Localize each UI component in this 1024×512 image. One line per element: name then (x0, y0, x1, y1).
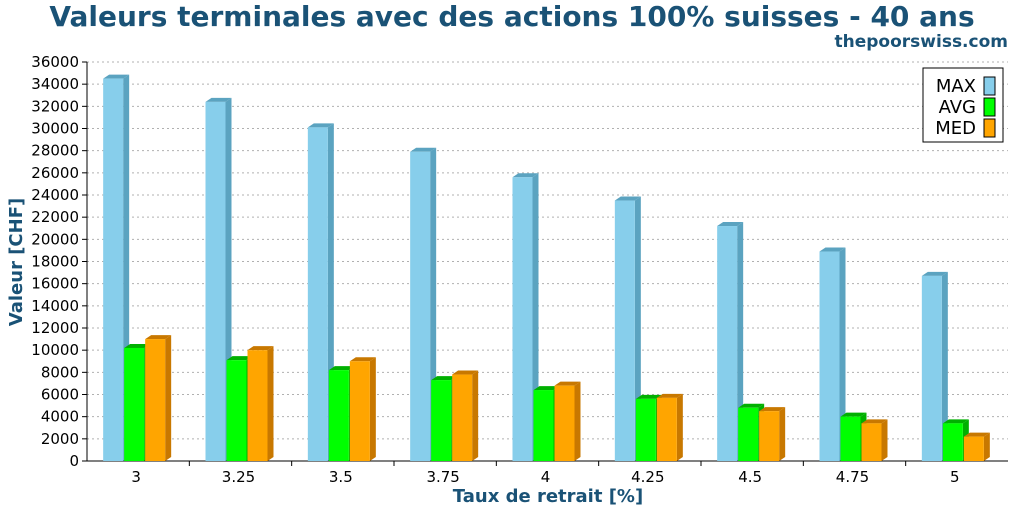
legend-label: MAX (936, 76, 976, 97)
y-tick-label: 26000 (31, 164, 79, 182)
y-tick-label: 14000 (31, 297, 79, 315)
y-tick-label: 30000 (31, 120, 79, 138)
bar-med (247, 346, 274, 461)
bar-med (145, 335, 172, 461)
y-tick-label: 4000 (41, 408, 79, 426)
bar-med (452, 370, 479, 461)
y-tick-label: 10000 (31, 341, 79, 359)
x-tick-label: 4 (541, 468, 551, 486)
bar-med (861, 419, 888, 461)
y-tick-label: 0 (69, 452, 79, 470)
y-tick-label: 34000 (31, 75, 79, 93)
x-axis-title: Taux de retrait [%] (453, 486, 643, 507)
y-tick-label: 8000 (41, 363, 79, 381)
bar-med (656, 393, 683, 461)
bar-max (921, 271, 948, 461)
y-tick-label: 28000 (31, 142, 79, 160)
legend-label: AVG (939, 97, 976, 118)
x-tick-label: 4.25 (631, 468, 664, 486)
bar-max (614, 196, 641, 461)
x-tick-label: 3.75 (426, 468, 459, 486)
y-tick-label: 16000 (31, 275, 79, 293)
legend-swatch (983, 76, 996, 96)
bar-max (819, 247, 846, 461)
chart-title: Valeurs terminales avec des actions 100%… (49, 0, 974, 33)
bar-max (717, 222, 744, 461)
chart-subtitle: thepoorswiss.com (835, 32, 1009, 52)
x-tick-label: 5 (950, 468, 960, 486)
y-tick-label: 2000 (41, 430, 79, 448)
x-tick-label: 3 (131, 468, 141, 486)
x-tick-labels: 3 3.25 3.5 3.75 4 4.25 4.5 4.75 5 (131, 468, 959, 486)
y-tick-labels: 0 2000 4000 6000 8000 10000 12000 14000 16000 180… (31, 53, 79, 470)
bar-med (349, 357, 376, 461)
legend-swatch (983, 97, 996, 117)
bar-med (963, 432, 990, 461)
legend-label: MED (935, 118, 976, 139)
y-tick-label: 20000 (31, 230, 79, 248)
y-tick-label: 36000 (31, 53, 79, 71)
x-tick-label: 3.25 (222, 468, 255, 486)
x-tick-label: 4.75 (836, 468, 869, 486)
bars (103, 74, 990, 462)
y-tick-label: 12000 (31, 319, 79, 337)
x-tick-label: 3.5 (329, 468, 353, 486)
y-tick-label: 18000 (31, 253, 79, 271)
bar-med (554, 381, 581, 461)
y-tick-label: 6000 (41, 386, 79, 404)
x-tick-label: 4.5 (738, 468, 762, 486)
legend-swatch (983, 118, 996, 138)
bar-med (759, 407, 786, 461)
y-axis-title: Valeur [CHF] (6, 198, 27, 326)
y-tick-label: 32000 (31, 97, 79, 115)
y-tick-label: 24000 (31, 186, 79, 204)
y-tick-label: 22000 (31, 208, 79, 226)
